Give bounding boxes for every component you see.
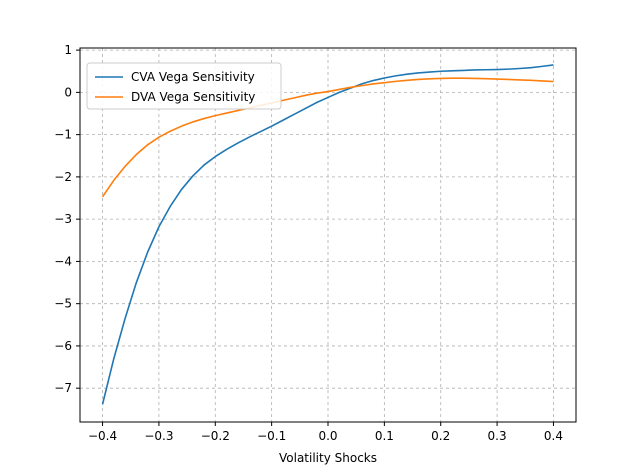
- x-axis-label: Volatility Shocks: [279, 451, 377, 465]
- series-layer: [101, 64, 554, 405]
- x-tick-label: 0.2: [431, 429, 450, 443]
- y-tick-label: −4: [54, 254, 72, 268]
- y-tick-label: 1: [64, 43, 72, 57]
- series-line-cva: [101, 64, 554, 405]
- y-tick-label: −5: [54, 297, 72, 311]
- y-axis-ticks: 1 0 −1 −2 −3 −4 −5 −6 −7: [54, 43, 80, 395]
- legend-label: DVA Vega Sensitivity: [131, 90, 255, 104]
- y-tick-label: 0: [64, 85, 72, 99]
- x-tick-label: 0.3: [488, 429, 507, 443]
- y-tick-label: −7: [54, 381, 72, 395]
- y-tick-label: −2: [54, 170, 72, 184]
- y-tick-label: −6: [54, 339, 72, 353]
- series-line-dva: [101, 77, 554, 198]
- y-tick-label: −3: [54, 212, 72, 226]
- x-tick-label: −0.1: [257, 429, 286, 443]
- x-tick-label: −0.3: [144, 429, 173, 443]
- x-tick-label: 0.1: [375, 429, 394, 443]
- x-axis-ticks: −0.4 −0.3 −0.2 −0.1 0.0 0.1 0.2 0.3 0.4: [88, 422, 563, 443]
- x-tick-label: −0.2: [201, 429, 230, 443]
- x-tick-label: −0.4: [88, 429, 117, 443]
- grid-lines: [80, 48, 576, 422]
- y-tick-label: −1: [54, 128, 72, 142]
- x-tick-label: 0.4: [544, 429, 563, 443]
- legend-box: [86, 62, 282, 110]
- legend-label: CVA Vega Sensitivity: [131, 70, 255, 84]
- x-tick-label: 0.0: [318, 429, 337, 443]
- legend: CVA Vega Sensitivity DVA Vega Sensitivity: [86, 62, 282, 110]
